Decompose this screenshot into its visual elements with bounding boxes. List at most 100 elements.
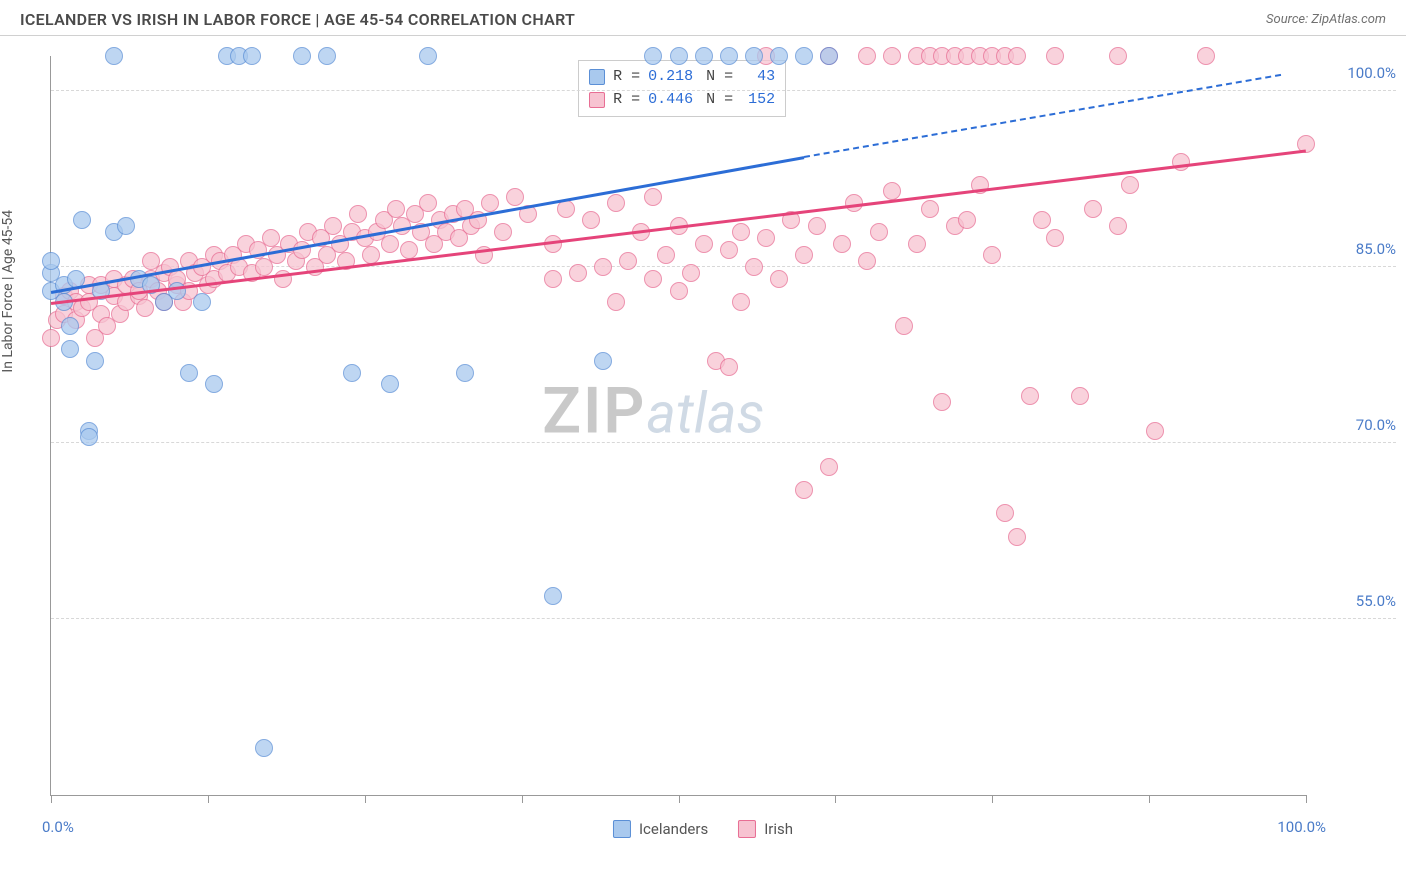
y-axis-label: In Labor Force | Age 45-54 xyxy=(0,210,16,373)
data-point xyxy=(1121,176,1139,194)
data-point xyxy=(1046,47,1064,65)
data-point xyxy=(544,587,562,605)
correlation-n-label: N = xyxy=(706,65,733,88)
data-point xyxy=(381,375,399,393)
watermark-bold: ZIP xyxy=(542,373,646,448)
chart-title: ICELANDER VS IRISH IN LABOR FORCE | AGE … xyxy=(20,10,575,29)
data-point xyxy=(820,458,838,476)
chart-header: ICELANDER VS IRISH IN LABOR FORCE | AGE … xyxy=(0,0,1406,36)
data-point xyxy=(619,252,637,270)
data-point xyxy=(193,293,211,311)
data-point xyxy=(808,217,826,235)
data-point xyxy=(318,47,336,65)
data-point xyxy=(582,211,600,229)
correlation-n-value: 43 xyxy=(741,65,775,88)
data-point xyxy=(720,241,738,259)
data-point xyxy=(670,47,688,65)
data-point xyxy=(481,194,499,212)
data-point xyxy=(795,47,813,65)
data-point xyxy=(117,217,135,235)
correlation-swatch xyxy=(589,92,605,108)
data-point xyxy=(745,258,763,276)
data-point xyxy=(1084,200,1102,218)
data-point xyxy=(1021,387,1039,405)
data-point xyxy=(795,246,813,264)
data-point xyxy=(883,47,901,65)
legend: Icelanders Irish xyxy=(613,820,793,838)
data-point xyxy=(958,211,976,229)
data-point xyxy=(506,188,524,206)
data-point xyxy=(400,241,418,259)
correlation-row: R =0.218N =43 xyxy=(589,65,775,88)
data-point xyxy=(419,194,437,212)
data-point xyxy=(61,317,79,335)
data-point xyxy=(795,481,813,499)
data-point xyxy=(594,258,612,276)
x-tick xyxy=(992,795,993,803)
trend-line-dashed xyxy=(804,74,1281,158)
data-point xyxy=(644,270,662,288)
data-point xyxy=(908,235,926,253)
data-point xyxy=(419,47,437,65)
x-max-label: 100.0% xyxy=(1277,818,1326,836)
data-point xyxy=(670,282,688,300)
data-point xyxy=(456,364,474,382)
data-point xyxy=(1109,47,1127,65)
correlation-box: R =0.218N =43R =0.446N =152 xyxy=(578,60,786,117)
watermark-light: atlas xyxy=(646,380,764,446)
correlation-swatch xyxy=(589,69,605,85)
data-point xyxy=(732,293,750,311)
data-point xyxy=(349,205,367,223)
data-point xyxy=(594,352,612,370)
legend-item: Icelanders xyxy=(613,820,708,838)
data-point xyxy=(870,223,888,241)
data-point xyxy=(255,739,273,757)
gridline xyxy=(51,618,1396,619)
data-point xyxy=(921,200,939,218)
data-point xyxy=(61,340,79,358)
data-point xyxy=(136,299,154,317)
data-point xyxy=(720,47,738,65)
data-point xyxy=(770,270,788,288)
data-point xyxy=(293,47,311,65)
data-point xyxy=(833,235,851,253)
data-point xyxy=(745,47,763,65)
data-point xyxy=(732,223,750,241)
data-point xyxy=(1008,47,1026,65)
data-point xyxy=(343,364,361,382)
data-point xyxy=(895,317,913,335)
data-point xyxy=(607,194,625,212)
data-point xyxy=(1071,387,1089,405)
data-point xyxy=(682,264,700,282)
x-tick xyxy=(522,795,523,803)
data-point xyxy=(657,246,675,264)
y-tick-label: 85.0% xyxy=(1316,240,1396,258)
x-tick xyxy=(51,795,52,803)
chart-area: In Labor Force | Age 45-54 ZIP atlas R =… xyxy=(0,36,1406,856)
data-point xyxy=(1197,47,1215,65)
data-point xyxy=(73,211,91,229)
x-tick xyxy=(208,795,209,803)
data-point xyxy=(387,200,405,218)
data-point xyxy=(883,182,901,200)
data-point xyxy=(80,428,98,446)
data-point xyxy=(1033,211,1051,229)
data-point xyxy=(168,282,186,300)
y-tick-label: 55.0% xyxy=(1316,592,1396,610)
legend-label: Icelanders xyxy=(639,820,708,838)
legend-label: Irish xyxy=(764,820,793,838)
data-point xyxy=(1008,528,1026,546)
data-point xyxy=(695,235,713,253)
data-point xyxy=(607,293,625,311)
data-point xyxy=(644,47,662,65)
y-tick-label: 100.0% xyxy=(1316,64,1396,82)
data-point xyxy=(42,252,60,270)
correlation-r-value: 0.218 xyxy=(648,65,698,88)
data-point xyxy=(86,352,104,370)
data-point xyxy=(1109,217,1127,235)
correlation-r-label: R = xyxy=(613,88,640,111)
data-point xyxy=(996,504,1014,522)
data-point xyxy=(381,235,399,253)
data-point xyxy=(644,188,662,206)
data-point xyxy=(42,329,60,347)
